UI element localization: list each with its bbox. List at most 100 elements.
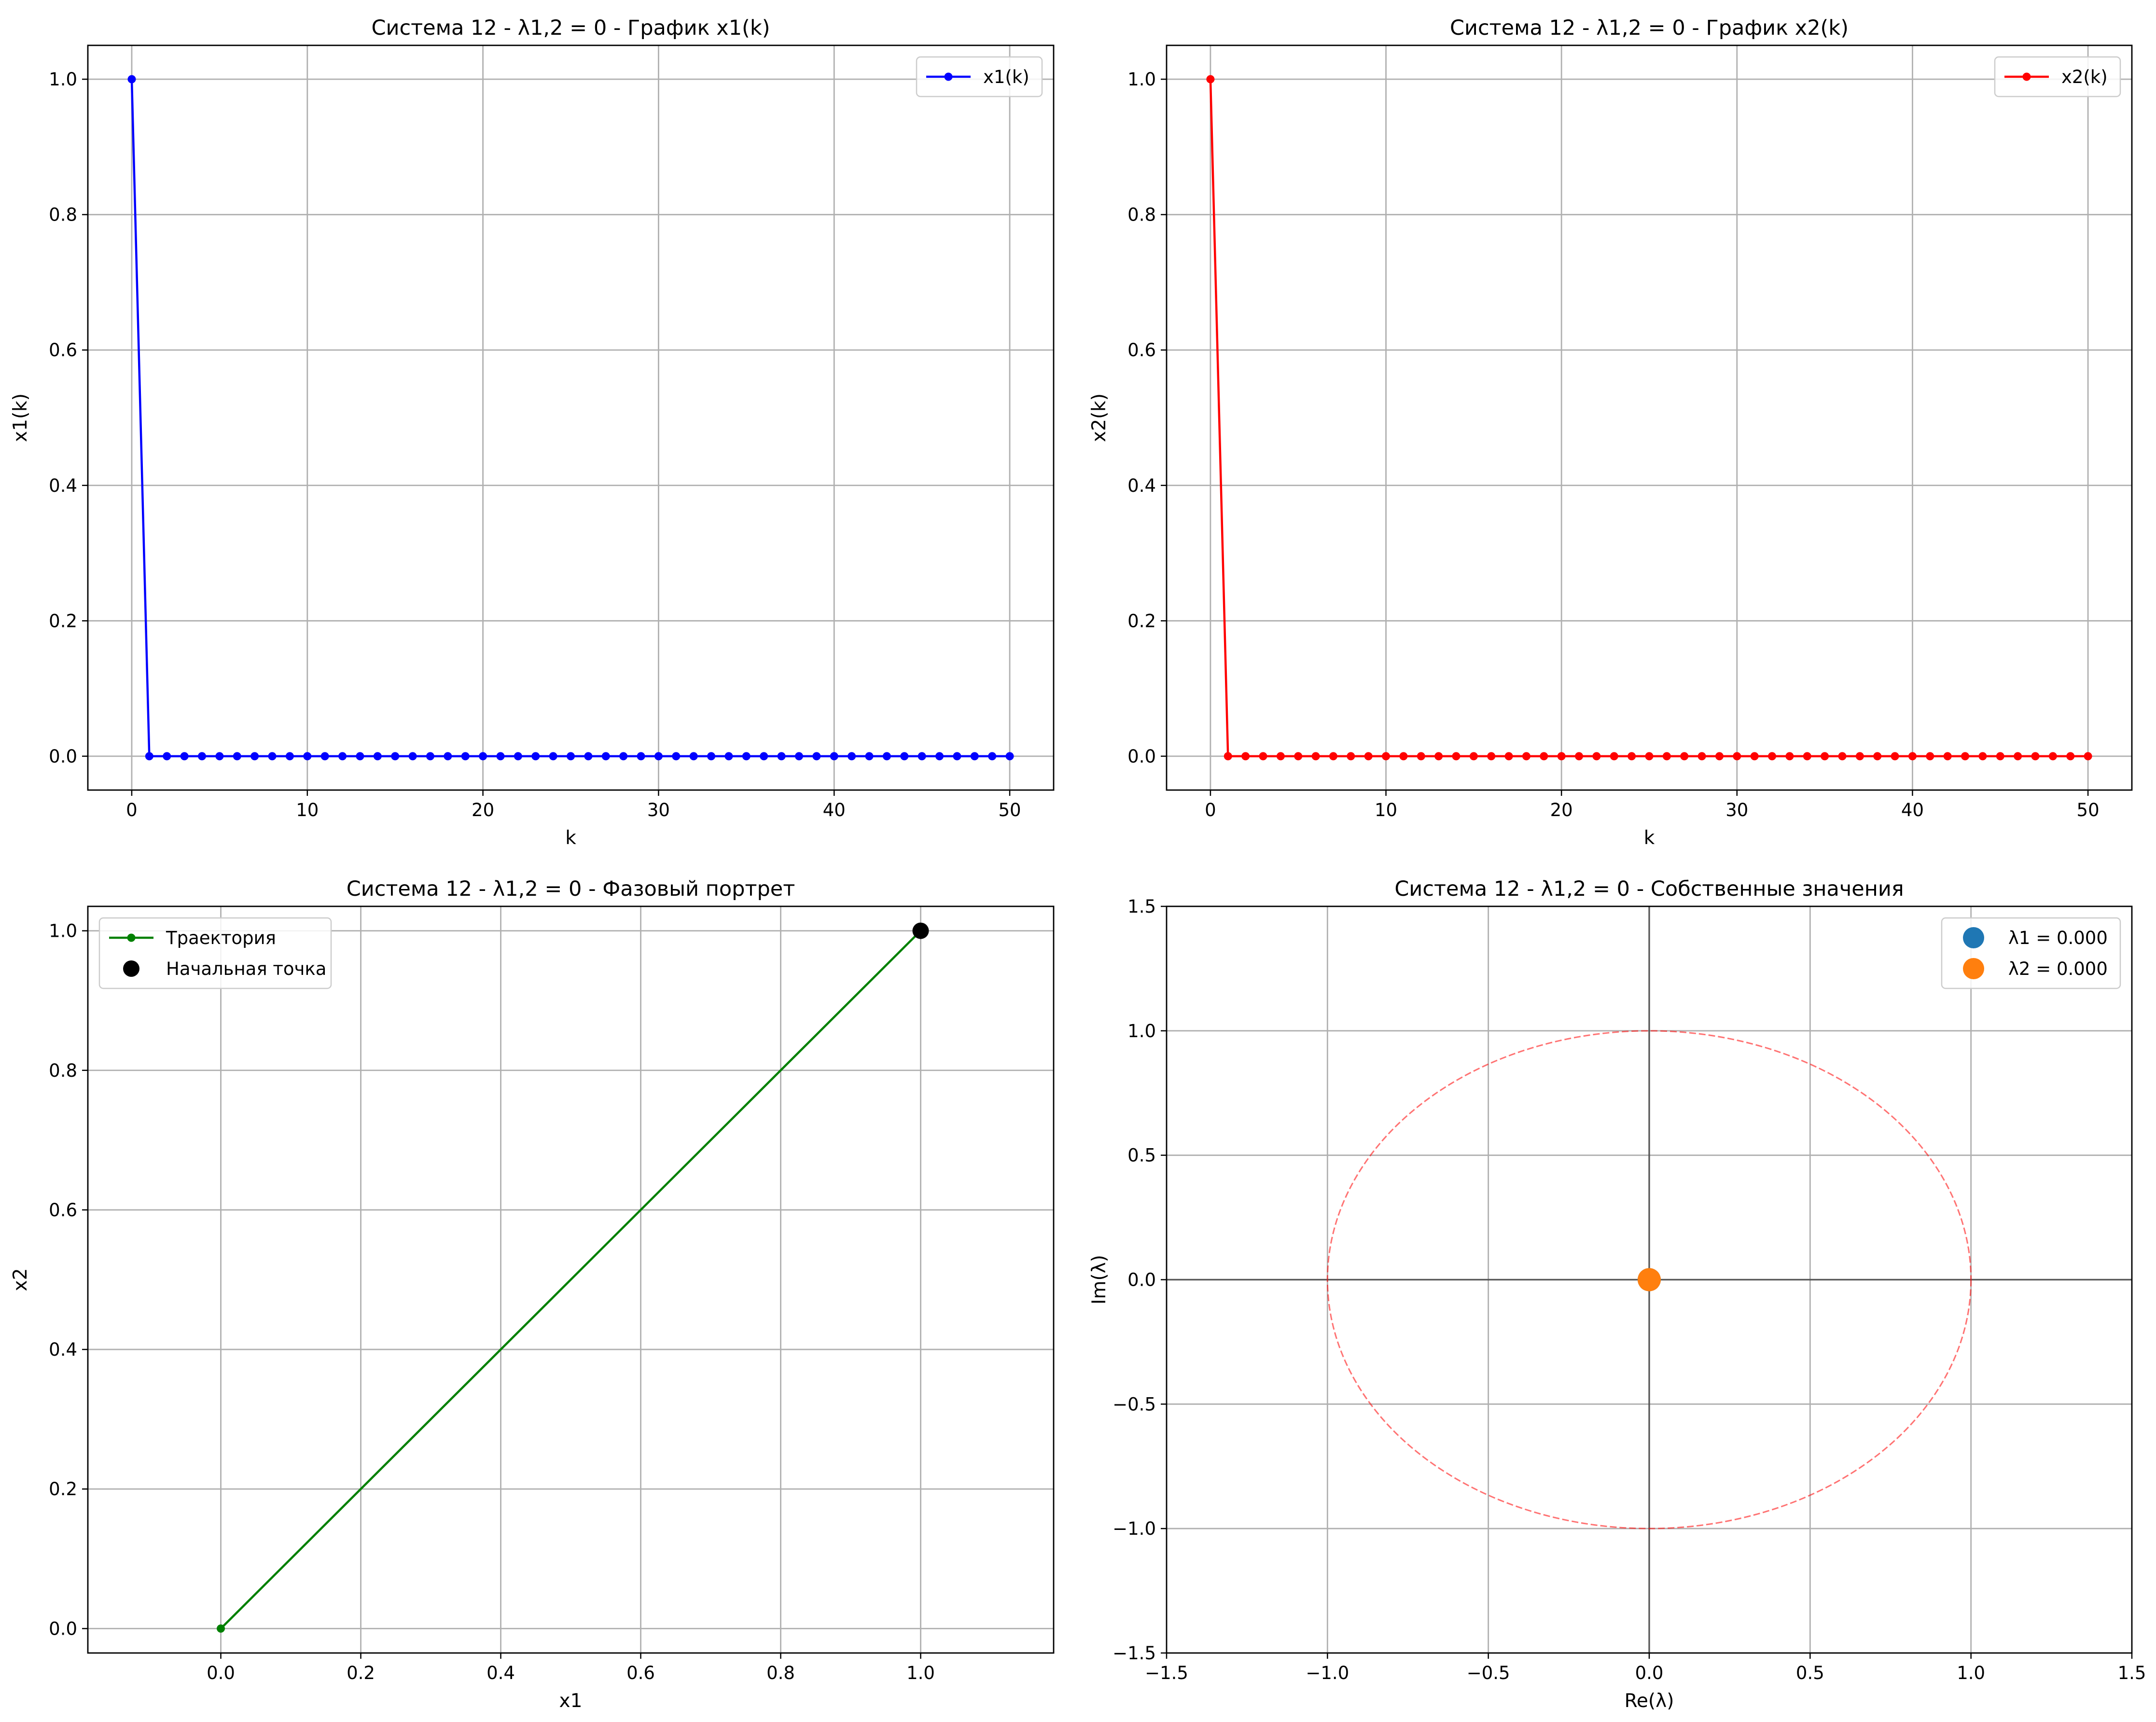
x-tick-label: 0 [126, 800, 138, 820]
x-tick-label: −1.5 [1145, 1663, 1188, 1683]
legend-label: Начальная точка [166, 958, 326, 979]
x2-chart-legend: x2(k) [1994, 56, 2121, 97]
data-point [637, 752, 645, 761]
data-point [2084, 752, 2092, 761]
eigenvalues-chart-ylabel: Im(λ) [1088, 1255, 1110, 1305]
y-tick-label: 0.2 [49, 1479, 77, 1500]
data-point [1469, 752, 1478, 761]
x2-chart: 0 10 20 30 40 50 0.0 0.2 0.4 0.6 0.8 1.0 Система 12 … [1088, 16, 2133, 849]
data-point [1005, 752, 1014, 761]
data-point [1855, 752, 1864, 761]
data-point [215, 752, 224, 761]
data-point [408, 752, 417, 761]
data-point [1206, 75, 1215, 83]
data-point [1329, 752, 1337, 761]
legend-box [1941, 917, 2121, 989]
x2-chart-frame [1166, 44, 2133, 791]
data-point [935, 752, 944, 761]
x-tick-label: 50 [2077, 800, 2100, 820]
x-tick-label: −0.5 [1467, 1663, 1510, 1683]
y-tick-label: 0.4 [49, 1339, 77, 1360]
y-tick-label: 0.6 [49, 340, 77, 361]
data-point [1838, 752, 1847, 761]
data-point [654, 752, 663, 761]
y-tick-label: 0.8 [1127, 205, 1156, 225]
data-point [1715, 752, 1724, 761]
eigenvalues-chart-legend: λ1 = 0.000 λ2 = 0.000 [1941, 917, 2121, 989]
data-point [356, 752, 364, 761]
data-point [250, 752, 259, 761]
data-point [163, 752, 171, 761]
data-point [373, 752, 382, 761]
phase-portrait-grid [88, 906, 1054, 1653]
y-tick-label: −1.0 [1113, 1518, 1156, 1539]
data-point [1943, 752, 1952, 761]
x1-chart-plot-area [127, 75, 1014, 761]
data-point [461, 752, 470, 761]
x-tick-label: 1.5 [2118, 1663, 2146, 1683]
data-point [1434, 752, 1443, 761]
x1-chart-legend: x1(k) [916, 56, 1043, 97]
y-tick-label: 1.5 [1127, 896, 1156, 917]
y-tick-label: −1.5 [1113, 1643, 1156, 1664]
phase-portrait-title: Система 12 - λ1,2 = 0 - Фазовый портрет [347, 877, 795, 901]
data-point [918, 752, 926, 761]
data-point [584, 752, 593, 761]
data-point [1978, 752, 1987, 761]
data-point [320, 752, 329, 761]
data-point [1294, 752, 1303, 761]
data-point [619, 752, 628, 761]
x-tick-label: 0.2 [347, 1663, 375, 1683]
y-tick-label: 0.8 [49, 1060, 77, 1081]
x-tick-label: 30 [1725, 800, 1748, 820]
legend-box [98, 917, 332, 989]
legend-label: λ2 = 0.000 [2008, 958, 2108, 979]
y-tick-label: 1.0 [1127, 69, 1156, 90]
data-point [180, 752, 189, 761]
data-point [2066, 752, 2075, 761]
data-point [1382, 752, 1391, 761]
data-point [127, 75, 136, 83]
phase-portrait-series-0 [217, 927, 925, 1633]
data-point [689, 752, 698, 761]
x1-chart-grid [88, 45, 1054, 790]
start-point [912, 922, 929, 939]
legend-marker [1963, 927, 1984, 948]
data-point [549, 752, 557, 761]
data-point [1276, 752, 1285, 761]
x2-chart-ticks: 0 10 20 30 40 50 0.0 0.2 0.4 0.6 0.8 1.0 [1127, 69, 2099, 820]
eigenvalues-chart-xlabel: Re(λ) [1625, 1690, 1674, 1712]
legend-label: λ1 = 0.000 [2008, 928, 2108, 948]
data-point [1891, 752, 1899, 761]
y-tick-label: 0.4 [1127, 475, 1156, 496]
data-point [672, 752, 681, 761]
data-point [217, 1624, 225, 1633]
y-tick-label: 0.0 [1127, 1270, 1156, 1291]
y-tick-label: 0.6 [1127, 340, 1156, 361]
data-point [988, 752, 997, 761]
data-point [830, 752, 838, 761]
data-point [601, 752, 610, 761]
data-point [1996, 752, 2004, 761]
data-point [707, 752, 716, 761]
x2-chart-series-0 [1206, 75, 2092, 761]
data-point [1627, 752, 1636, 761]
data-point [1697, 752, 1706, 761]
eigenvalues-chart-series-1 [1638, 1268, 1661, 1292]
phase-portrait: 0.0 0.2 0.4 0.6 0.8 1.0 0.0 0.2 0.4 0.6 0.8 1.0 Сист… [10, 877, 1055, 1712]
legend-marker [944, 72, 953, 81]
data-point [865, 752, 874, 761]
data-point [900, 752, 909, 761]
data-point [426, 752, 434, 761]
legend-box [1994, 56, 2121, 97]
eigenvalue-point [1638, 1268, 1661, 1292]
x-tick-label: 20 [1550, 800, 1573, 820]
phase-portrait-frame [87, 905, 1055, 1654]
legend-label: x2(k) [2061, 67, 2108, 87]
y-tick-label: 1.0 [1127, 1021, 1156, 1042]
x-tick-label: 50 [998, 800, 1021, 820]
data-point [1241, 752, 1250, 761]
data-point [794, 752, 803, 761]
data-point [1522, 752, 1530, 761]
data-point [1364, 752, 1373, 761]
